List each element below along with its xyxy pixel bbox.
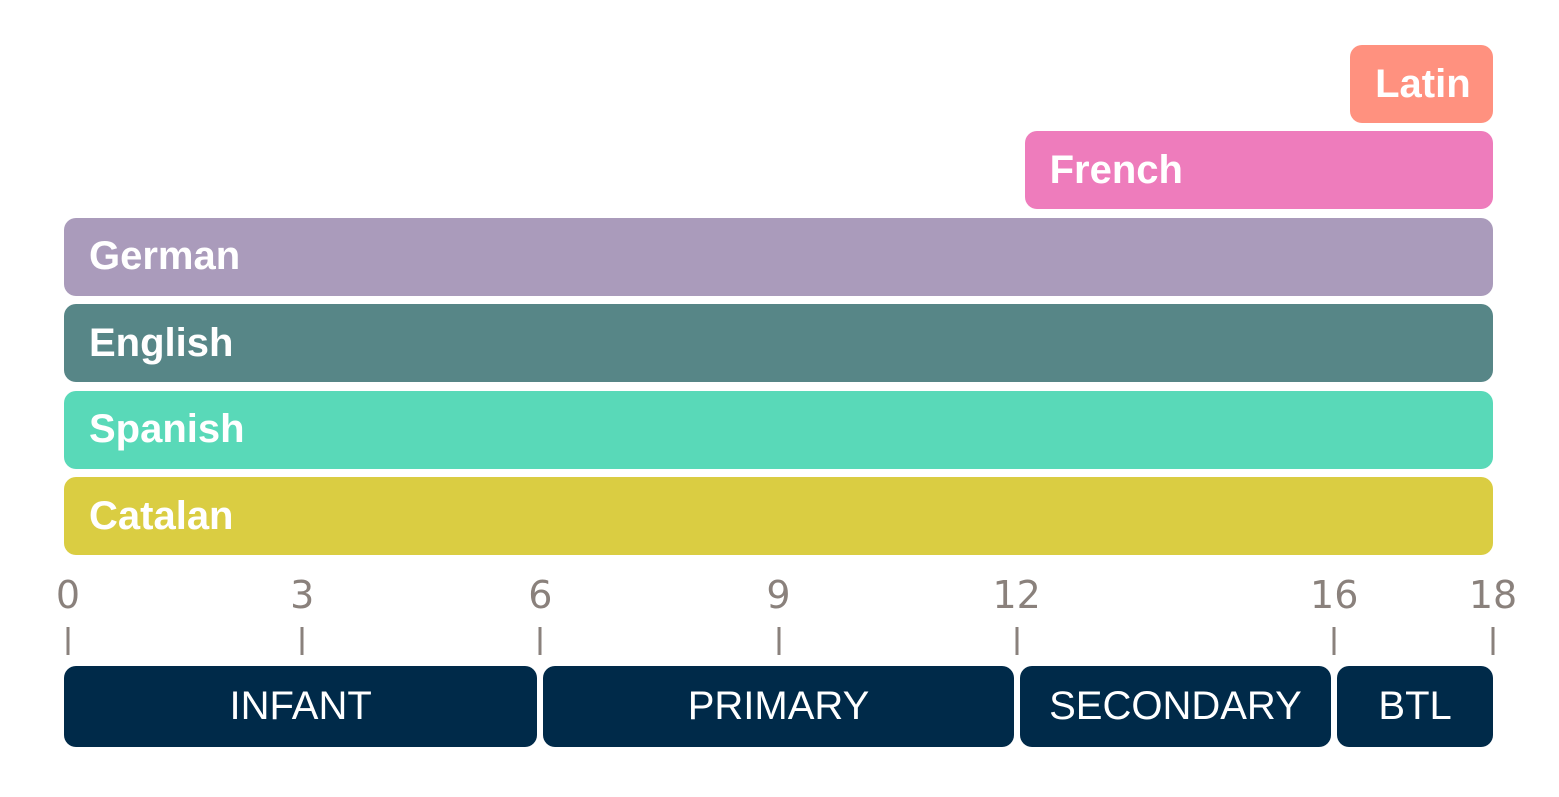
stage-infant: INFANT (64, 666, 538, 747)
language-bar-spanish: Spanish (64, 390, 1493, 469)
tick-mark (66, 627, 70, 655)
language-bar-german: German (64, 217, 1493, 296)
tick-mark (538, 627, 542, 655)
tick-mark (777, 627, 780, 655)
tick-mark (1015, 627, 1019, 655)
tick-mark (300, 627, 304, 655)
language-bar-english: English (64, 304, 1493, 383)
tick-mark (1491, 627, 1495, 655)
language-label: Spanish (89, 407, 245, 452)
tick-mark (1332, 627, 1336, 655)
language-label: English (89, 320, 234, 365)
tick-label: 18 (1468, 573, 1518, 617)
language-bar-catalan: Catalan (64, 477, 1493, 555)
tick-label: 3 (290, 573, 315, 617)
tick-label: 12 (992, 573, 1041, 617)
stage-secondary: SECONDARY (1019, 666, 1332, 747)
tick-label: 6 (528, 573, 553, 617)
language-bar-latin: Latin (1350, 45, 1493, 123)
language-label: Latin (1375, 61, 1471, 106)
language-label: French (1049, 147, 1183, 192)
language-bar-french: French (1024, 131, 1493, 210)
tick-label: 16 (1310, 573, 1359, 617)
stage-btl: BTL (1337, 666, 1493, 747)
tick-label: 0 (55, 573, 81, 617)
language-label: Catalan (89, 493, 234, 538)
tick-label: 9 (766, 573, 791, 617)
stage-primary: PRIMARY (543, 666, 1014, 747)
language-label: German (89, 234, 241, 279)
